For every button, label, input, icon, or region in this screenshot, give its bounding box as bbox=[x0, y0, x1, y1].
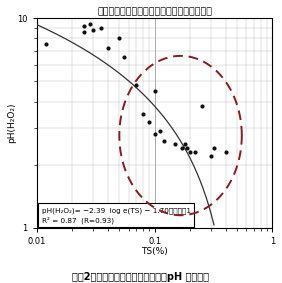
Point bbox=[117, 36, 122, 41]
Point bbox=[122, 55, 126, 60]
Point bbox=[87, 22, 92, 26]
Point bbox=[182, 142, 187, 147]
Point bbox=[157, 128, 162, 133]
Text: 図－2　硫黄含有量と過酸化水素水pH 試験結果: 図－2 硫黄含有量と過酸化水素水pH 試験結果 bbox=[72, 272, 210, 282]
Point bbox=[193, 150, 197, 154]
Point bbox=[188, 150, 192, 154]
Point bbox=[91, 27, 95, 32]
Text: pH(H₂O₂)= −2.39  log e(TS) − 1.70・・・式1
R² = 0.87  (R=0.93): pH(H₂O₂)= −2.39 log e(TS) − 1.70・・・式1 R²… bbox=[41, 207, 191, 224]
Point bbox=[173, 142, 178, 147]
Point bbox=[81, 23, 86, 28]
Point bbox=[185, 146, 190, 150]
Title: 硫酸発生岩推定グラフ（泥岩～泥質片岩用）: 硫酸発生岩推定グラフ（泥岩～泥質片岩用） bbox=[97, 7, 212, 16]
Y-axis label: pH(H₂O₂): pH(H₂O₂) bbox=[7, 103, 16, 143]
Point bbox=[212, 146, 216, 150]
Point bbox=[162, 139, 166, 143]
Point bbox=[152, 132, 157, 136]
Point bbox=[44, 42, 49, 47]
Point bbox=[141, 112, 146, 116]
Point bbox=[147, 120, 151, 124]
Point bbox=[209, 154, 213, 158]
Point bbox=[105, 46, 110, 50]
X-axis label: TS(%): TS(%) bbox=[141, 247, 168, 256]
Point bbox=[223, 150, 228, 154]
Point bbox=[99, 25, 103, 30]
Point bbox=[199, 104, 204, 108]
Point bbox=[134, 83, 139, 87]
Point bbox=[152, 89, 157, 93]
Point bbox=[180, 146, 184, 150]
Point bbox=[81, 30, 86, 34]
